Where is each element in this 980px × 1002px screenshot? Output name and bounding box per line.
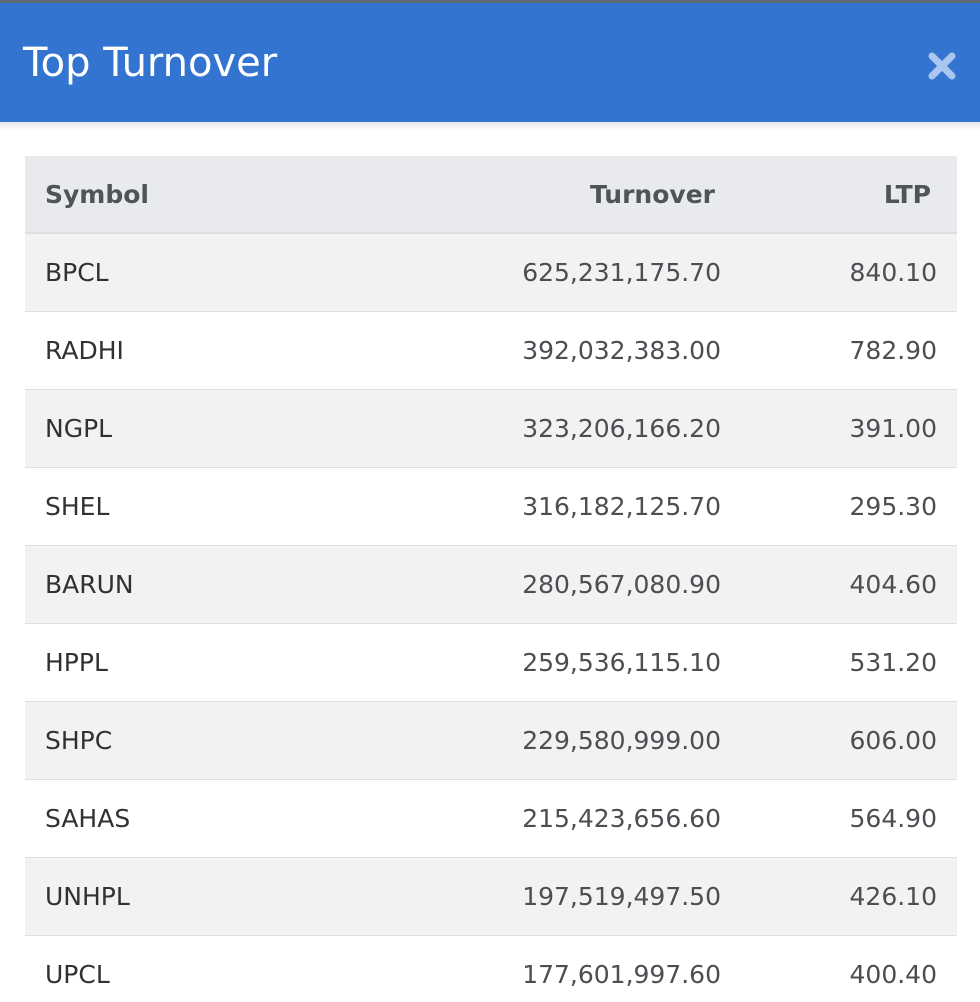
ltp-cell: 564.90 <box>725 779 957 858</box>
close-icon <box>928 52 956 80</box>
symbol-cell: BARUN <box>25 545 385 624</box>
modal-title: Top Turnover <box>23 40 278 86</box>
turnover-cell: 177,601,997.60 <box>385 935 725 1002</box>
turnover-cell: 323,206,166.20 <box>385 389 725 468</box>
column-header-symbol[interactable]: Symbol <box>25 156 385 234</box>
turnover-cell: 316,182,125.70 <box>385 467 725 546</box>
table-row[interactable]: HPPL 259,536,115.10 531.20 <box>25 623 957 702</box>
table-row[interactable]: RADHI 392,032,383.00 782.90 <box>25 311 957 390</box>
table-row[interactable]: SAHAS 215,423,656.60 564.90 <box>25 779 957 858</box>
table-row[interactable]: UPCL 177,601,997.60 400.40 <box>25 935 957 1002</box>
top-border <box>0 0 980 3</box>
turnover-cell: 215,423,656.60 <box>385 779 725 858</box>
ltp-cell: 606.00 <box>725 701 957 780</box>
turnover-cell: 259,536,115.10 <box>385 623 725 702</box>
table-row[interactable]: NGPL 323,206,166.20 391.00 <box>25 389 957 468</box>
symbol-cell: HPPL <box>25 623 385 702</box>
column-header-turnover[interactable]: Turnover <box>385 156 725 234</box>
ltp-cell: 840.10 <box>725 233 957 312</box>
ltp-cell: 531.20 <box>725 623 957 702</box>
symbol-cell: NGPL <box>25 389 385 468</box>
table-row[interactable]: UNHPL 197,519,497.50 426.10 <box>25 857 957 936</box>
turnover-table: Symbol Turnover LTP BPCL 625,231,175.70 84… <box>25 156 957 1002</box>
symbol-cell: UNHPL <box>25 857 385 936</box>
ltp-cell: 400.40 <box>725 935 957 1002</box>
table-header-row: Symbol Turnover LTP <box>25 156 957 234</box>
table-row[interactable]: SHPC 229,580,999.00 606.00 <box>25 701 957 780</box>
turnover-cell: 392,032,383.00 <box>385 311 725 390</box>
symbol-cell: SHPC <box>25 701 385 780</box>
turnover-cell: 625,231,175.70 <box>385 233 725 312</box>
turnover-cell: 229,580,999.00 <box>385 701 725 780</box>
table-row[interactable]: BPCL 625,231,175.70 840.10 <box>25 233 957 312</box>
modal-header: Top Turnover <box>0 3 980 122</box>
table-body: BPCL 625,231,175.70 840.10 RADHI 392,032,383… <box>25 233 957 1002</box>
table-row[interactable]: BARUN 280,567,080.90 404.60 <box>25 545 957 624</box>
turnover-cell: 280,567,080.90 <box>385 545 725 624</box>
symbol-cell: SAHAS <box>25 779 385 858</box>
table-row[interactable]: SHEL 316,182,125.70 295.30 <box>25 467 957 546</box>
header-shadow <box>0 122 980 130</box>
turnover-table-container: Symbol Turnover LTP BPCL 625,231,175.70 84… <box>25 156 957 1002</box>
ltp-cell: 295.30 <box>725 467 957 546</box>
symbol-cell: BPCL <box>25 233 385 312</box>
close-button[interactable] <box>921 45 963 87</box>
symbol-cell: RADHI <box>25 311 385 390</box>
column-header-ltp[interactable]: LTP <box>725 156 957 234</box>
ltp-cell: 782.90 <box>725 311 957 390</box>
ltp-cell: 426.10 <box>725 857 957 936</box>
symbol-cell: SHEL <box>25 467 385 546</box>
symbol-cell: UPCL <box>25 935 385 1002</box>
ltp-cell: 404.60 <box>725 545 957 624</box>
turnover-cell: 197,519,497.50 <box>385 857 725 936</box>
ltp-cell: 391.00 <box>725 389 957 468</box>
